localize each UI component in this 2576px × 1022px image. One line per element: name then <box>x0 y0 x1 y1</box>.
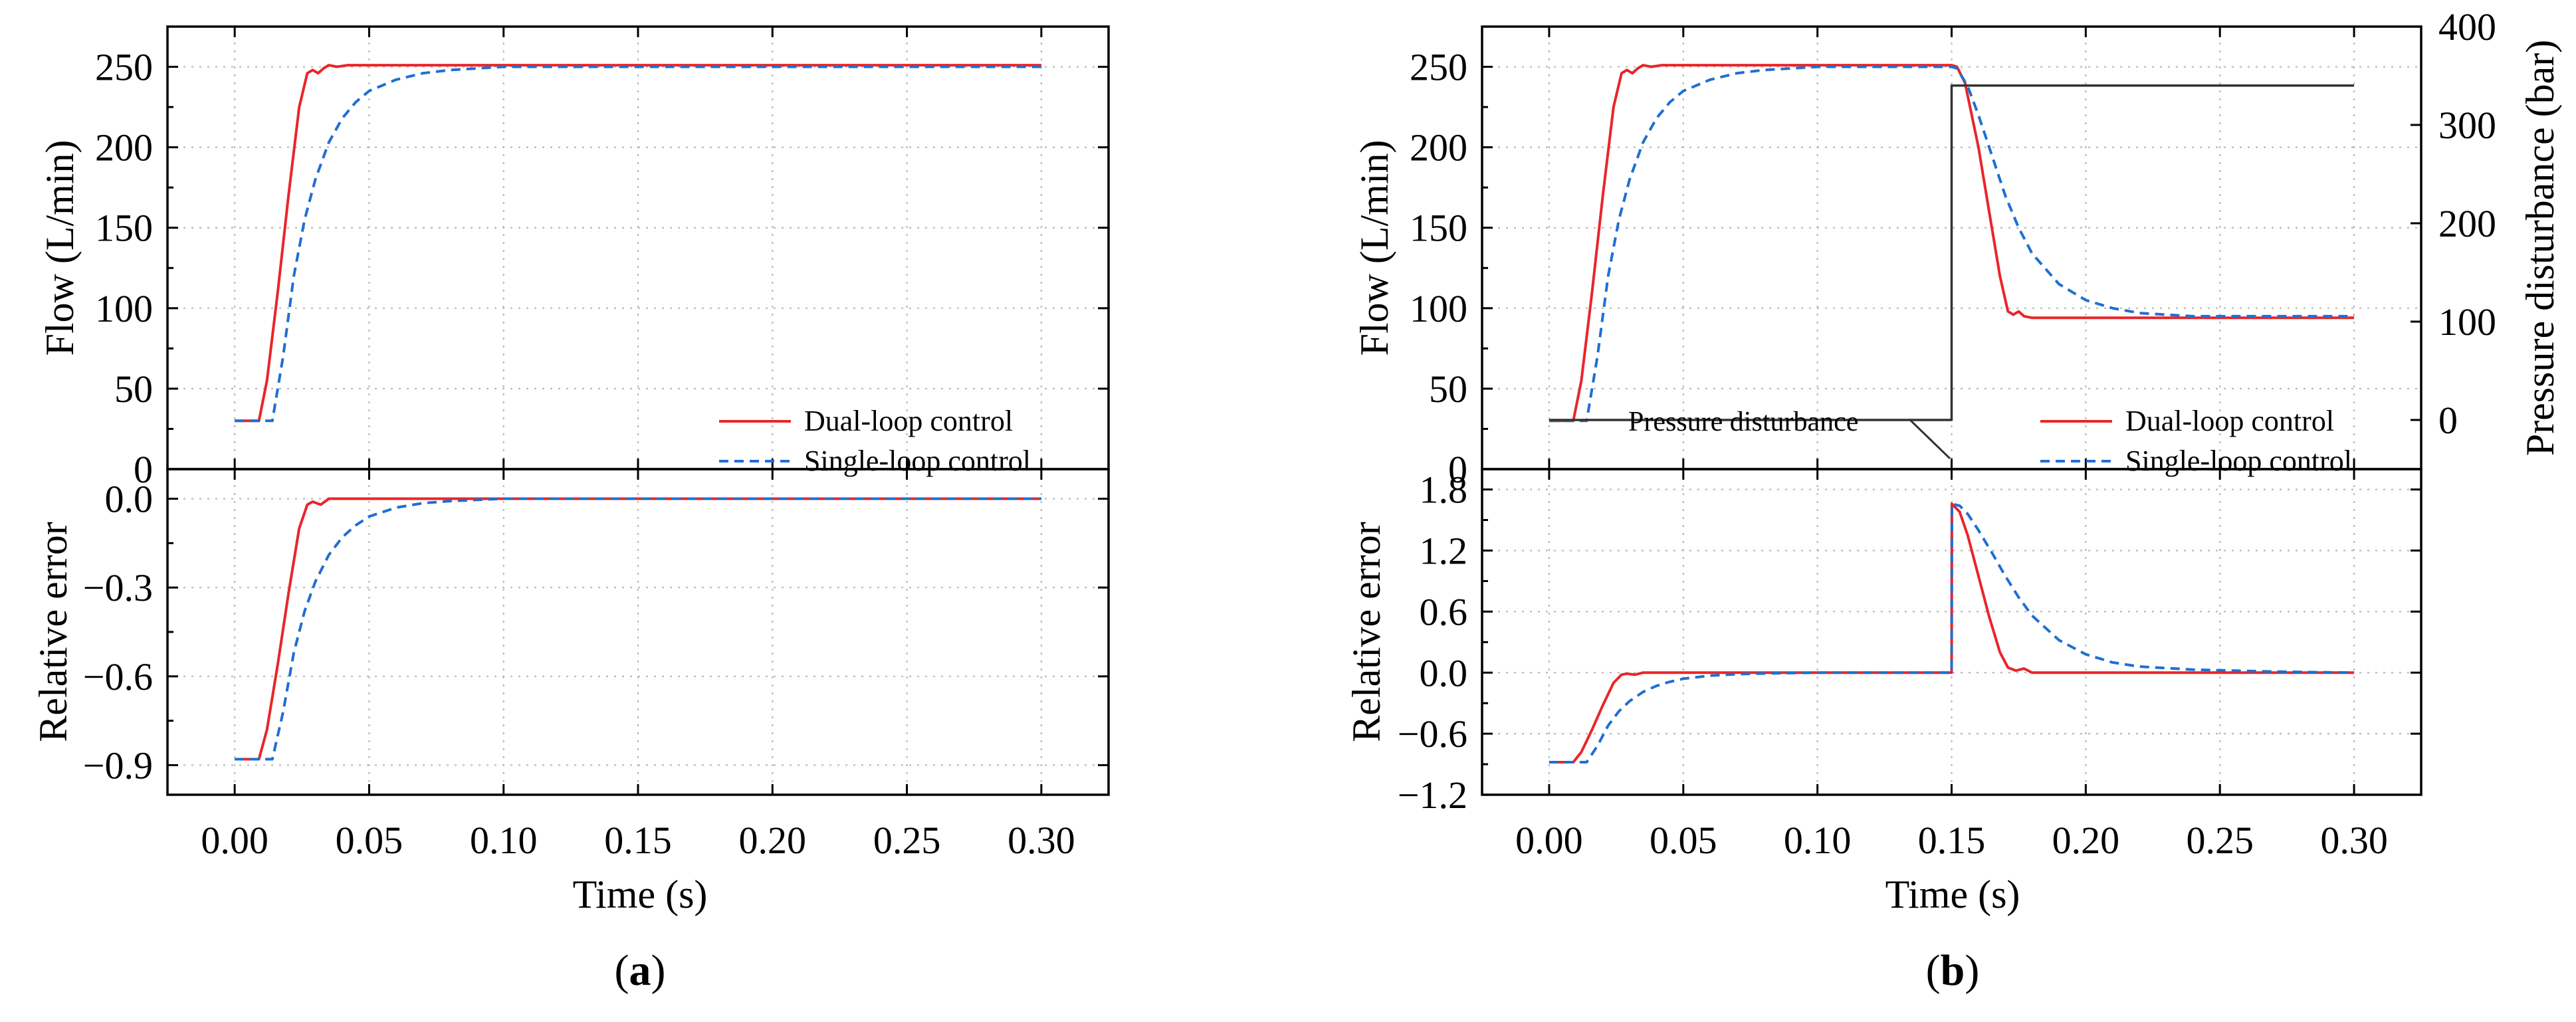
y-tick-label: 200 <box>1410 126 1467 169</box>
x-tick-label: 0.15 <box>1918 819 1986 862</box>
y-tick-label: −0.3 <box>83 566 153 609</box>
y-tick-label: 150 <box>1410 207 1467 250</box>
panel-label: (a) <box>615 946 666 995</box>
chart-panel-a: 0 50 100 150 200 250 Flow (L/min) Dual-loop con… <box>31 25 1110 995</box>
x-tick-label: 0.25 <box>873 819 941 862</box>
y-tick-label: −0.6 <box>1398 712 1467 756</box>
series-line-pressure-disturbance <box>1549 84 2355 421</box>
annotation-leader <box>1908 418 1951 460</box>
y2-tick-label: 100 <box>2438 300 2496 344</box>
y-axis-title: Relative error <box>1344 522 1388 742</box>
x-tick-label: 0.15 <box>604 819 672 862</box>
y-tick-label: 100 <box>95 287 153 330</box>
y-tick-label: 1.8 <box>1420 468 1468 512</box>
series-line-single-loop-control <box>1549 502 2355 764</box>
y-tick-label: 150 <box>95 207 153 250</box>
series-line-single-loop-control <box>235 497 1041 761</box>
y2-tick-label: 400 <box>2438 5 2496 49</box>
x-tick-label: 0.00 <box>1515 819 1583 862</box>
annotation-label: Pressure disturbance <box>1628 407 1858 437</box>
y-tick-label: 200 <box>95 126 153 169</box>
y-tick-label: 0.0 <box>1420 651 1468 694</box>
x-tick-label: 0.05 <box>1650 819 1717 862</box>
flow-subplot: 0 50 100 150 200 250 Flow (L/min) Dual-loop con… <box>38 25 1110 491</box>
panel-label: (b) <box>1926 946 1980 995</box>
series-line-single-loop-control <box>235 65 1041 423</box>
chart-panel-b: 0 50 100 150 200 250 0 100 200 300 400 Pressure dis… <box>1344 5 2562 995</box>
y-axis-title: Flow (L/min) <box>38 140 82 356</box>
series-line-dual-loop-control <box>235 497 1041 761</box>
x-tick-label: 0.30 <box>1008 819 1075 862</box>
y-tick-label: 0.6 <box>1420 590 1468 633</box>
series-line-dual-loop-control <box>1549 64 2355 423</box>
x-tick-label: 0.10 <box>1784 819 1852 862</box>
y-tick-label: 0 <box>1448 448 1467 491</box>
x-axis-title: Time (s) <box>573 872 708 916</box>
y-axis-title: Relative error <box>31 522 75 742</box>
flow-subplot: 0 50 100 150 200 250 0 100 200 300 400 Pressure dis… <box>1352 5 2562 491</box>
series-line-single-loop-control <box>1549 65 2355 423</box>
y2-tick-label: 200 <box>2438 202 2496 245</box>
legend-label: Single-loop control <box>804 445 1031 477</box>
series-line-dual-loop-control <box>235 64 1041 423</box>
x-tick-label: 0.30 <box>2320 819 2388 862</box>
legend-label: Dual-loop control <box>804 405 1013 437</box>
x-tick-label: 0.20 <box>2052 819 2120 862</box>
legend-label: Dual-loop control <box>2125 405 2334 437</box>
y-tick-label: −0.6 <box>83 655 153 698</box>
y-tick-label: 1.2 <box>1420 530 1468 573</box>
y-axis-title: Flow (L/min) <box>1352 140 1396 356</box>
legend-label: Single-loop control <box>2125 445 2352 477</box>
y-tick-label: 0 <box>134 448 153 491</box>
plot-frame <box>166 468 1110 796</box>
x-tick-label: 0.10 <box>470 819 538 862</box>
y-tick-label: 250 <box>1410 46 1467 89</box>
y2-tick-label: 0 <box>2438 399 2458 442</box>
y-tick-label: −0.9 <box>83 744 153 787</box>
y-tick-label: 250 <box>95 46 153 89</box>
y-tick-label: 50 <box>114 367 153 411</box>
x-axis-title: Time (s) <box>1885 872 2020 916</box>
y2-tick-label: 300 <box>2438 104 2496 147</box>
x-tick-label: 0.00 <box>201 819 268 862</box>
y-tick-label: 100 <box>1410 287 1467 330</box>
y-tick-label: 50 <box>1429 367 1467 411</box>
y-tick-label: −1.2 <box>1398 773 1467 817</box>
plot-frame <box>1481 468 2422 796</box>
x-tick-label: 0.20 <box>739 819 807 862</box>
y2-axis-title: Pressure disturbance (bar) <box>2518 40 2562 456</box>
x-tick-label: 0.05 <box>336 819 403 862</box>
y-tick-label: 0.0 <box>105 478 154 521</box>
x-tick-label: 0.25 <box>2186 819 2254 862</box>
